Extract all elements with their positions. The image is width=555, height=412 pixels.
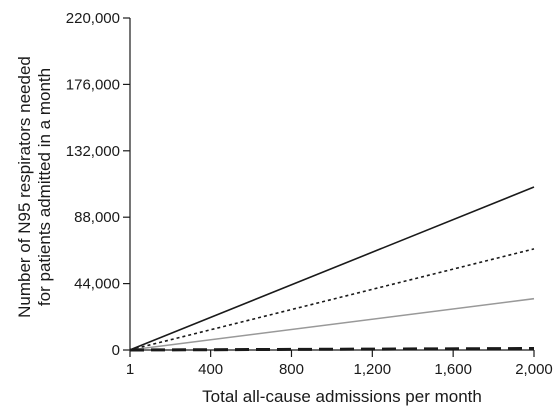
- y-tick-label: 220,000: [66, 10, 120, 27]
- y-axis-title-line-2: for patients admitted in a month: [35, 68, 54, 306]
- y-axis-title-line-1: Number of N95 respirators needed: [15, 56, 34, 318]
- x-tick-label: 1: [126, 361, 134, 378]
- series-line-3: [129, 297, 535, 351]
- x-tick-label: 1,200: [354, 361, 392, 378]
- x-tick-label: 1,600: [434, 361, 472, 378]
- y-tick-label: 0: [112, 342, 120, 359]
- series-layer: [129, 186, 535, 352]
- x-axis-title: Total all-cause admissions per month: [202, 387, 482, 406]
- y-tick-label: 88,000: [74, 209, 120, 226]
- series-line-1: [129, 186, 535, 351]
- series-line-2: [129, 248, 535, 351]
- y-axis: 0 44,000 88,000 132,000 176,000 220,000: [66, 10, 131, 359]
- y-tick-label: 176,000: [66, 76, 120, 93]
- y-tick-label: 132,000: [66, 143, 120, 160]
- y-tick-label: 44,000: [74, 276, 120, 293]
- x-tick-label: 800: [279, 361, 304, 378]
- x-axis: 1 400 800 1,200 1,600 2,000: [126, 349, 553, 378]
- x-tick-label: 400: [198, 361, 223, 378]
- series-line-4: [129, 347, 535, 352]
- x-tick-label: 2,000: [515, 361, 553, 378]
